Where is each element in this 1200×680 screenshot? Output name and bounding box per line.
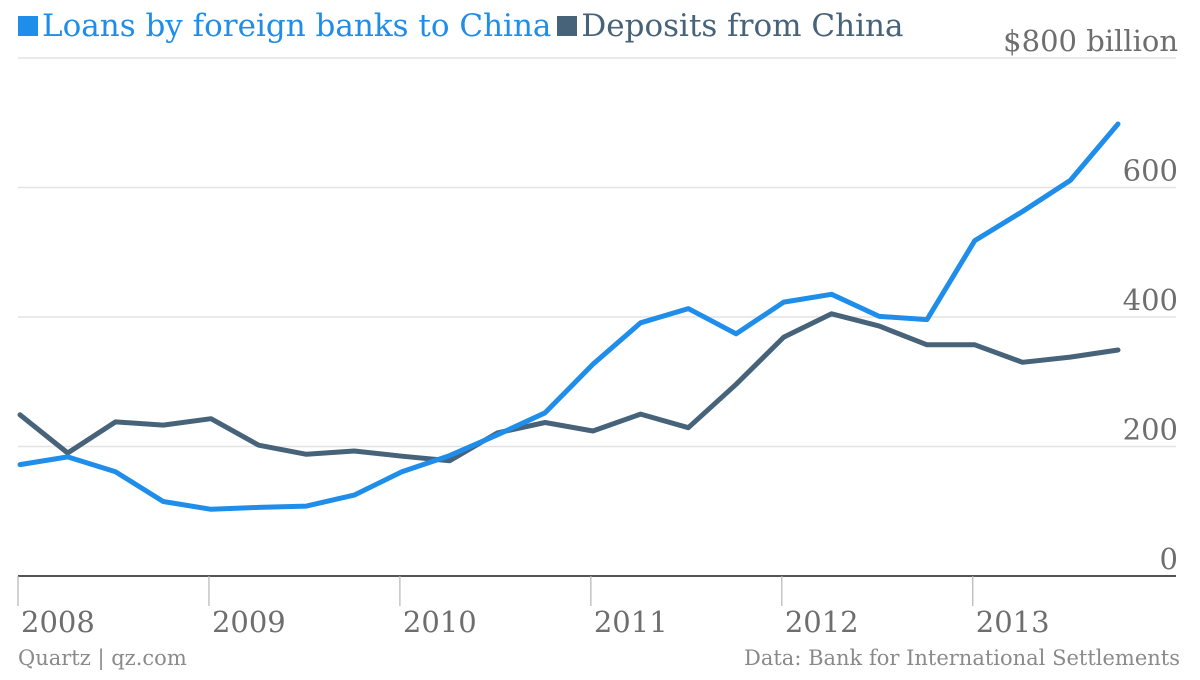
x-tick-label: 2008 [21, 605, 95, 639]
y-tick-label: 0 [1160, 542, 1178, 576]
x-tick-label: 2010 [403, 605, 477, 639]
y-tick-label: 600 [1123, 154, 1178, 188]
legend-swatch-deposits [557, 16, 578, 36]
x-tick-label: 2013 [976, 605, 1050, 639]
series-line-loans [17, 121, 1121, 512]
chart-legend: Loans by foreign banks to China Deposits… [18, 6, 909, 46]
y-tick-label: $800 billion [1003, 24, 1178, 58]
series-line-deposits [17, 311, 1121, 464]
chart-credit: Quartz | qz.com [18, 646, 187, 670]
x-tick-label: 2011 [594, 605, 668, 639]
legend-label-deposits: Deposits from China [581, 8, 904, 44]
x-tick-label: 2012 [785, 605, 859, 639]
legend-item-deposits: Deposits from China [557, 6, 903, 46]
y-tick-label: 200 [1123, 413, 1178, 447]
y-tick-label: 400 [1123, 283, 1178, 317]
legend-label-loans: Loans by foreign banks to China [42, 8, 552, 44]
legend-swatch-loans [18, 16, 38, 36]
x-tick-label: 2009 [212, 605, 286, 639]
legend-item-loans: Loans by foreign banks to China [18, 6, 551, 46]
chart-source: Data: Bank for International Settlements [744, 646, 1180, 670]
